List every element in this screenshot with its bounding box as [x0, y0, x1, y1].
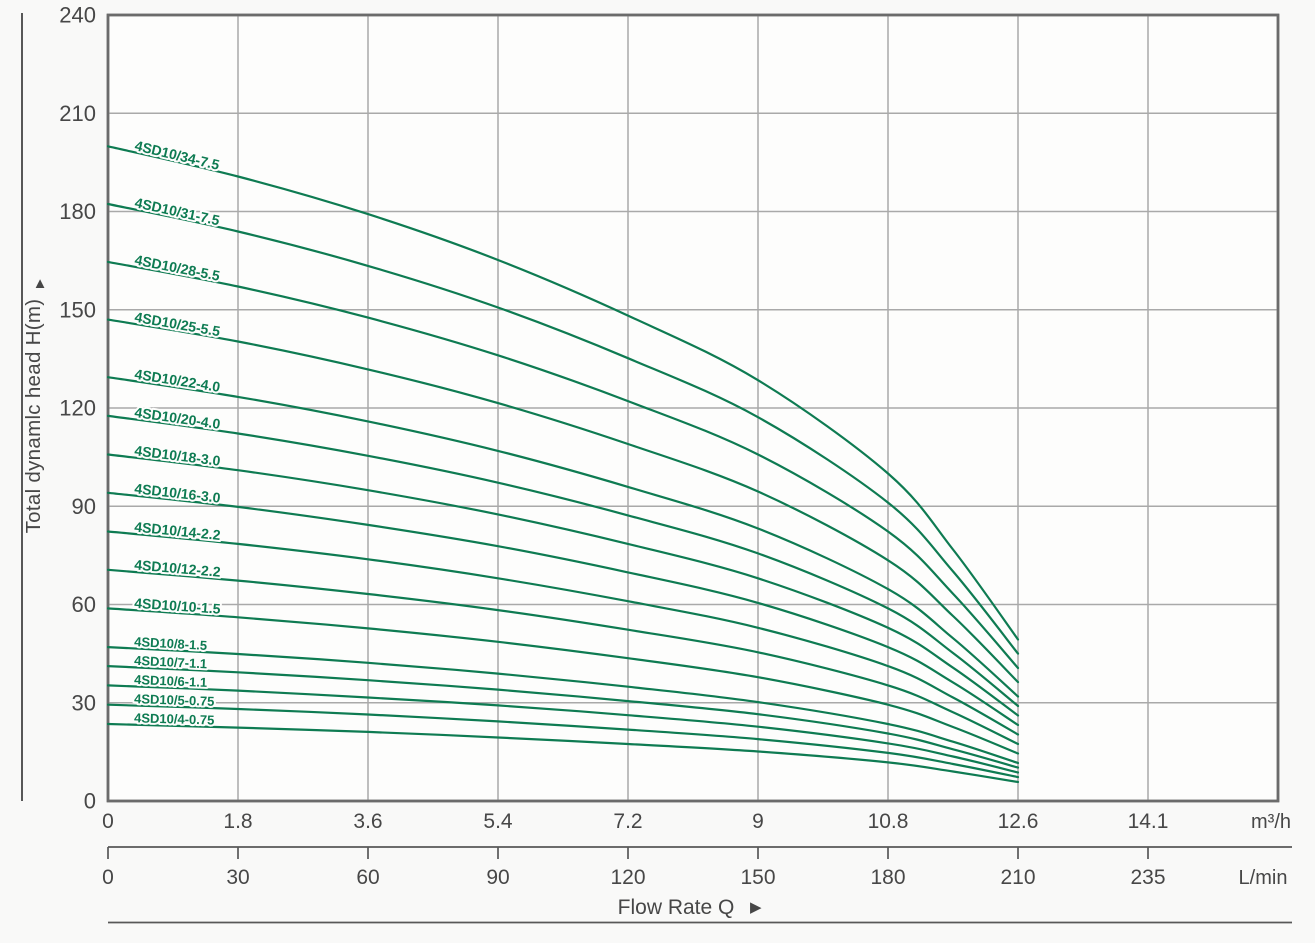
x-axis-tick-label-m3h: 7.2 [613, 810, 642, 833]
flow-rate-arrow-icon: ▶ [750, 899, 762, 916]
pump-curve [106, 607, 1020, 755]
x-axis-tick-label-m3h: 14.1 [1128, 810, 1169, 833]
x-axis-tick-label-lmin: 210 [1000, 866, 1035, 889]
curve-label: 4SD10/8-1.5 [134, 634, 208, 653]
curve-label: 4SD10/6-1.1 [134, 672, 208, 690]
curve-label: 4SD10/7-1.1 [134, 653, 208, 672]
x-axis-lmin-tick-marks [107, 847, 1149, 859]
plot-frame-border [106, 13, 1280, 803]
y-axis-tick-labels: 240 210 180 150 120 90 60 30 0 [59, 3, 96, 814]
pump-curve [106, 530, 1020, 736]
x-axis-tick-label-lmin: 150 [740, 866, 775, 889]
y-axis-tick-label: 210 [59, 101, 96, 126]
y-axis-tick-label: 120 [59, 396, 96, 421]
flow-rate-axis-label: Flow Rate Q [618, 896, 735, 919]
x-axis-tick-label-m3h: 5.4 [483, 810, 513, 833]
grid-lines [108, 15, 1278, 801]
y-axis-tick-label: 150 [59, 297, 96, 322]
x-axis-tick-label-lmin: 120 [610, 866, 645, 889]
curve-label: 4SD10/5-0.75 [134, 691, 215, 709]
x-axis-tick-label-m3h: 9 [752, 810, 764, 833]
pump-curve [106, 202, 1020, 655]
pump-curve [106, 145, 1020, 641]
pump-curve [106, 722, 1020, 784]
x-axis-tick-label-m3h: 12.6 [998, 810, 1039, 833]
y-axis-tick-label: 90 [72, 494, 96, 519]
pump-curve [106, 318, 1020, 684]
pump-curve [106, 453, 1020, 717]
y-axis-tick-label: 180 [59, 199, 96, 224]
y-axis-arrow-icon: ▲ [33, 275, 48, 292]
x-axis-tick-label-m3h: 10.8 [868, 810, 909, 833]
x-axis-tick-label-lmin: 235 [1130, 866, 1165, 889]
pump-curve [106, 376, 1020, 698]
y-axis-tick-label: 30 [72, 690, 96, 715]
pump-curve [106, 684, 1020, 774]
pump-curve [106, 568, 1020, 746]
x-axis-tick-label-m3h: 3.6 [353, 810, 382, 833]
curve-label: 4SD10/4-0.75 [134, 710, 215, 727]
y-axis-title: Total dynamlc head H(m) [22, 299, 45, 534]
x-axis-tick-label-lmin: 180 [870, 866, 905, 889]
y-axis-tick-label: 240 [59, 3, 96, 28]
x-axis-unit-lmin: L/min [1239, 867, 1288, 889]
x-axis-tick-label-m3h: 1.8 [223, 810, 252, 833]
x-axis-tick-label-lmin: 30 [226, 866, 249, 889]
pump-curve [106, 260, 1020, 670]
pump-curve [106, 491, 1020, 727]
x-axis-unit-m3h: m³/h [1251, 811, 1291, 833]
x-axis-tick-label-m3h: 0 [102, 810, 114, 833]
pump-curve [106, 703, 1020, 779]
pump-curve [106, 665, 1020, 769]
x-axis-m3h-tick-labels: 0 1.8 3.6 5.4 7.2 9 10.8 12.6 14.1 [102, 810, 1168, 833]
y-axis-tick-label: 60 [72, 592, 96, 617]
x-axis-tick-label-lmin: 60 [356, 866, 379, 889]
pump-curve [106, 646, 1020, 765]
x-axis-tick-label-lmin: 90 [486, 866, 509, 889]
x-axis-lmin-tick-labels: 0 30 60 90 120 150 180 210 235 [102, 866, 1165, 889]
y-axis-tick-label: 0 [84, 789, 96, 814]
pump-curve [106, 414, 1020, 708]
x-axis-tick-label-lmin: 0 [102, 866, 114, 889]
pump-curves [106, 145, 1020, 784]
